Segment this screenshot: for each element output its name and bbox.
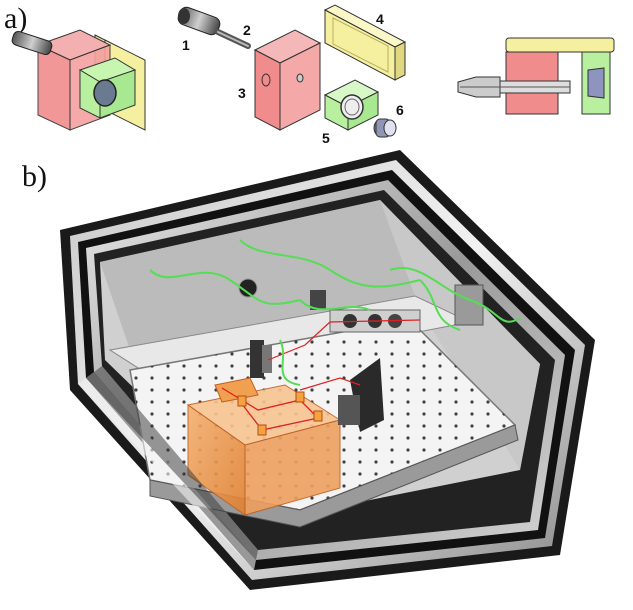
fiber-connector-icon xyxy=(11,30,53,56)
part-number-2: 2 xyxy=(243,22,251,38)
part-number-5: 5 xyxy=(322,130,330,146)
laser-beam-lower xyxy=(221,387,323,436)
part-6-lens xyxy=(373,118,397,138)
optical-fibers xyxy=(149,239,521,386)
part-3-housing xyxy=(253,29,322,131)
part-number-6: 6 xyxy=(396,102,404,118)
panel-b-label: b) xyxy=(22,160,47,193)
part-4-plate xyxy=(323,4,407,81)
part-number-4: 4 xyxy=(376,11,384,27)
part-5-lens-mount xyxy=(323,79,380,131)
part-number-3: 3 xyxy=(238,85,246,101)
enclosure-render xyxy=(60,150,595,590)
laser-beam-upper xyxy=(267,319,421,361)
assembled-mount xyxy=(11,29,146,131)
part-1-connector xyxy=(177,6,221,36)
exploded-parts: 1 2 3 4 5 6 xyxy=(177,4,407,146)
lens-icon xyxy=(93,79,117,107)
part-number-1: 1 xyxy=(182,37,190,53)
orange-temperature-block xyxy=(186,377,342,516)
panel-a-label: a) xyxy=(4,2,28,35)
cross-section xyxy=(457,37,615,115)
